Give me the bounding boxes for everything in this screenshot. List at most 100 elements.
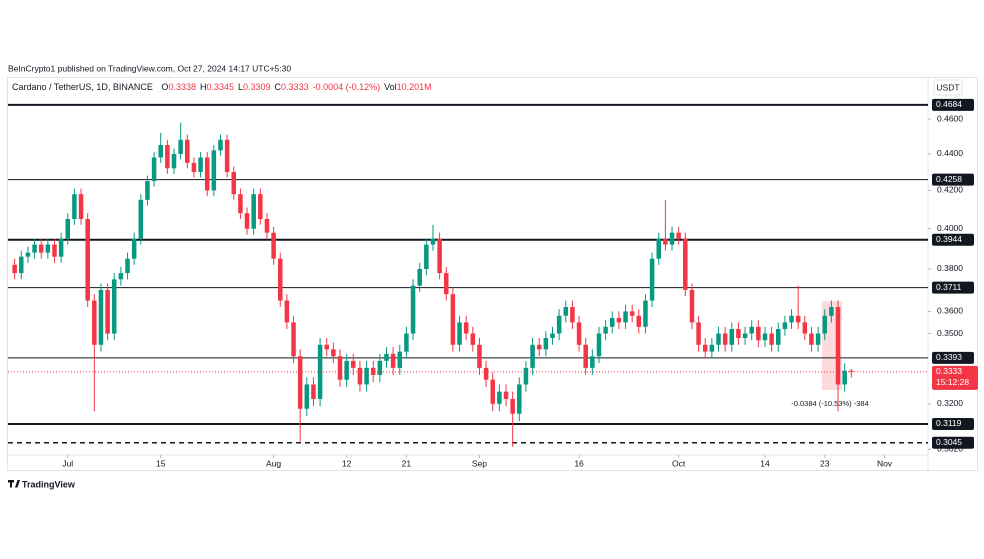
- candle-body: [517, 384, 522, 414]
- candle-body: [178, 139, 183, 154]
- x-tick-label: 23: [820, 458, 830, 468]
- legend: Cardano / TetherUS, 1D, BINANCE O0.3338 H…: [12, 82, 432, 92]
- candle-body: [424, 244, 429, 269]
- candle-body: [756, 326, 761, 341]
- candle-body: [749, 326, 754, 334]
- candle-body: [815, 333, 821, 345]
- y-tick-label: 0.3600: [937, 306, 963, 316]
- candle-body: [443, 273, 449, 295]
- candle-body: [829, 307, 834, 316]
- candle-body: [151, 157, 157, 182]
- candle-body: [729, 329, 735, 345]
- candle-body: [477, 344, 482, 368]
- level-tag: [932, 436, 974, 449]
- candle-body: [530, 344, 535, 368]
- currency-button[interactable]: [933, 79, 963, 96]
- level-label: 0.4684: [936, 99, 962, 109]
- candle-body: [264, 218, 270, 233]
- candle-body: [204, 157, 210, 191]
- candle-body: [550, 333, 555, 339]
- candle-body: [583, 344, 588, 368]
- candle-body: [125, 258, 130, 274]
- level-tag: [932, 173, 974, 186]
- candle-body: [543, 338, 549, 350]
- candle-body: [716, 333, 721, 345]
- logo-icon: [8, 480, 20, 488]
- chart-frame: [7, 77, 978, 471]
- x-tick-label: Sep: [472, 458, 487, 468]
- candle-body: [25, 252, 31, 257]
- candle-body: [277, 258, 283, 301]
- candle-body: [835, 307, 841, 385]
- candle-body: [364, 367, 369, 385]
- candle-body: [762, 333, 768, 341]
- y-tick-label: 0.4000: [937, 223, 963, 233]
- candle-body: [357, 367, 363, 385]
- candle-body: [32, 244, 37, 253]
- candle-body: [171, 153, 177, 169]
- candle-body: [616, 317, 622, 323]
- volume-key: Vol: [384, 82, 397, 92]
- candle-body: [669, 232, 675, 245]
- level-label: 0.3711: [936, 282, 962, 292]
- x-tick-label: Aug: [266, 458, 281, 468]
- candle-body: [776, 329, 781, 345]
- candle-body: [709, 344, 715, 352]
- candle-body: [397, 351, 403, 368]
- candle-body: [231, 171, 237, 195]
- candle-body: [450, 294, 456, 345]
- candle-body: [118, 273, 124, 280]
- candle-body: [185, 139, 190, 163]
- candle-body: [603, 326, 608, 334]
- candle-body: [38, 244, 44, 253]
- level-label: 0.3045: [936, 437, 962, 447]
- level-label: 0.3393: [936, 352, 962, 362]
- field-key: L: [238, 82, 243, 92]
- candle-body: [483, 367, 489, 380]
- candle-body: [98, 289, 104, 345]
- candle-body: [536, 344, 542, 350]
- last-price-label: 0.3333: [936, 366, 962, 376]
- candle-body: [576, 322, 582, 345]
- y-tick-label: 0.3800: [937, 263, 963, 273]
- level-tag: [932, 98, 974, 111]
- candle-body: [849, 370, 854, 372]
- candle-body: [92, 300, 97, 345]
- currency[interactable]: USDT: [936, 82, 959, 92]
- x-tick-label: 14: [760, 458, 770, 468]
- level-tag: [932, 417, 974, 430]
- x-tick-label: 16: [574, 458, 584, 468]
- legend-fields: O0.3338 H0.3345 L0.3309 C0.3333 -0.0004 (-0.…: [161, 82, 431, 92]
- candle-body: [331, 349, 336, 357]
- candle-body: [430, 238, 436, 245]
- candle-body: [510, 398, 515, 414]
- candle-body: [45, 244, 51, 253]
- candle-body: [344, 360, 349, 380]
- x-tick-label: Oct: [672, 458, 686, 468]
- candle-body: [636, 315, 642, 327]
- candle-body: [131, 238, 137, 259]
- level-tag: [932, 281, 974, 294]
- candle-body: [351, 360, 356, 368]
- candle-body: [417, 268, 422, 286]
- candle-body: [503, 391, 509, 399]
- x-tick-label: 12: [342, 458, 352, 468]
- candle-body: [111, 279, 117, 334]
- x-tick-label: Jul: [62, 458, 73, 468]
- change: -0.0004 (-0.12%): [313, 82, 381, 92]
- candle-body: [742, 333, 748, 339]
- candle-body: [437, 238, 442, 274]
- candle-body: [337, 356, 343, 380]
- candle-body: [224, 139, 230, 172]
- candle-body: [404, 333, 409, 352]
- candle-body: [490, 379, 495, 404]
- candle-body: [58, 238, 64, 257]
- field-key: C: [275, 82, 282, 92]
- level-label: 0.3944: [936, 234, 962, 244]
- y-tick-label: 0.4400: [937, 148, 963, 158]
- candle-body: [284, 300, 290, 323]
- candle-body: [271, 232, 276, 259]
- candle-body: [258, 194, 263, 219]
